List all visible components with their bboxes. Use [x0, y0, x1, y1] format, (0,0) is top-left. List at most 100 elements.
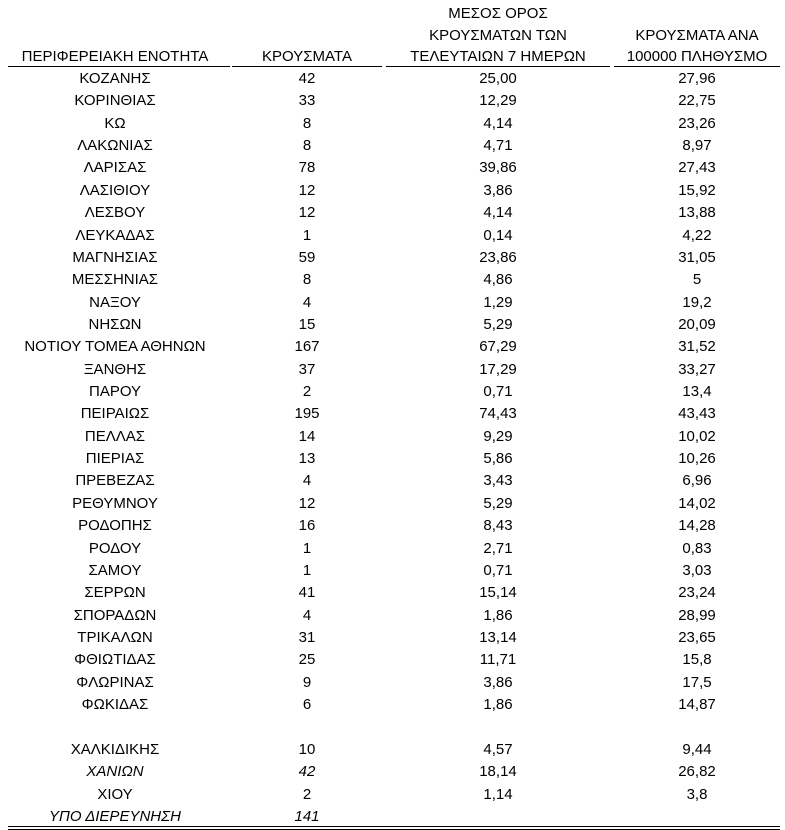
region-name: ΛΕΥΚΑΔΑΣ	[75, 226, 155, 244]
cell-value: 14,02	[678, 494, 716, 512]
cell-value: 8	[302, 137, 312, 155]
region-name: ΚΩ	[104, 114, 126, 132]
cell-value: 10,02	[678, 427, 716, 445]
cell-value: 0,83	[682, 539, 712, 557]
cell-value: 23,24	[678, 584, 716, 602]
cell-value: 16	[298, 517, 316, 535]
region-name: ΞΑΝΘΗΣ	[83, 360, 147, 378]
cell-value: 1,29	[483, 293, 513, 311]
cell-value: 26,82	[678, 763, 716, 781]
cell-value: 78	[298, 159, 316, 177]
cell-value: 37	[298, 360, 316, 378]
cell-value: 4,14	[483, 114, 513, 132]
cell-value: 167	[294, 338, 320, 356]
cell-value: 15,14	[479, 584, 517, 602]
cell-value: 12	[298, 494, 316, 512]
region-name: ΡΟΔΟΠΗΣ	[78, 517, 152, 535]
region-name: ΥΠΟ ΔΙΕΡΕΥΝΗΣΗ	[49, 807, 181, 825]
cell-value: 5	[692, 271, 702, 289]
cell-value: 42	[298, 763, 316, 781]
cell-value: 141	[294, 807, 320, 825]
cell-value: 13,14	[479, 629, 517, 646]
cell-value: 10	[298, 740, 316, 758]
cell-value: 195	[294, 405, 320, 423]
cell-value: 20,09	[678, 315, 716, 333]
cell-value: 17,29	[479, 360, 517, 378]
cell-value: 4,71	[483, 137, 513, 155]
cell-value: 13	[298, 450, 316, 468]
cell-value: 4,86	[483, 271, 513, 289]
cell-value: 19,2	[682, 293, 712, 311]
cell-value: 28,99	[678, 606, 716, 624]
region-name: ΡΕΘΥΜΝΟΥ	[72, 494, 158, 512]
cell-value: 67,29	[479, 338, 517, 356]
header-cell: ΚΡΟΥΣΜΑΤΩΝ ΤΩΝ	[429, 26, 567, 44]
cell-value: 13,88	[678, 204, 716, 222]
region-name: ΣΑΜΟΥ	[88, 561, 142, 579]
cell-value: 23,65	[678, 629, 716, 646]
cell-value: 8	[302, 114, 312, 132]
header-rule	[614, 66, 780, 67]
cell-value: 4	[302, 472, 312, 490]
cell-value: 41	[298, 584, 316, 602]
cell-value: 15	[298, 315, 316, 333]
cell-value: 13,4	[682, 383, 712, 401]
header-cell: ΚΡΟΥΣΜΑΤΑ	[262, 48, 352, 65]
region-name: ΜΑΓΝΗΣΙΑΣ	[72, 248, 158, 266]
cell-value: 25,00	[479, 70, 517, 87]
region-name: ΦΩΚΙΔΑΣ	[81, 696, 149, 714]
region-name: ΛΕΣΒΟΥ	[84, 204, 146, 222]
cell-value: 0,14	[483, 226, 513, 244]
header-cell: 100000 ΠΛΗΘΥΣΜΟ	[626, 48, 768, 65]
header-rule	[8, 66, 230, 67]
cell-value: 33	[298, 92, 316, 110]
cell-value: 8	[302, 271, 312, 289]
cell-value: 6	[302, 696, 312, 714]
cell-value: 15,8	[682, 651, 712, 669]
cell-value: 10,26	[678, 450, 716, 468]
cell-value: 23,26	[678, 114, 716, 132]
cell-value: 5,29	[483, 315, 513, 333]
cell-value: 2	[302, 785, 312, 803]
cell-value: 17,5	[682, 673, 712, 691]
region-name: ΣΕΡΡΩΝ	[84, 584, 146, 602]
cell-value: 3,43	[483, 472, 513, 490]
region-name: ΠΕΙΡΑΙΩΣ	[80, 405, 150, 423]
region-name: ΠΙΕΡΙΑΣ	[85, 450, 145, 468]
cell-value: 42	[298, 70, 316, 87]
cell-value: 3,03	[682, 561, 712, 579]
cell-value: 9,44	[682, 740, 712, 758]
cell-value: 31,05	[678, 248, 716, 266]
cell-value: 43,43	[678, 405, 716, 423]
cell-value: 4	[302, 293, 312, 311]
cell-value: 9	[302, 673, 312, 691]
header-cell: ΜΕΣΟΣ ΟΡΟΣ	[448, 5, 548, 22]
cell-value: 5,86	[483, 450, 513, 468]
cell-value: 22,75	[678, 92, 716, 110]
cell-value: 31	[298, 629, 316, 646]
header-rule	[232, 66, 382, 67]
cell-value: 12	[298, 204, 316, 222]
region-name: ΚΟΡΙΝΘΙΑΣ	[74, 92, 156, 110]
cell-value: 2	[302, 383, 312, 401]
cell-value: 1	[302, 539, 312, 557]
cell-value: 11,71	[479, 651, 517, 669]
cell-value: 27,96	[678, 70, 716, 87]
cell-value: 12,29	[479, 92, 517, 110]
region-name: ΡΟΔΟΥ	[88, 539, 142, 557]
region-name: ΤΡΙΚΑΛΩΝ	[77, 629, 153, 646]
cell-value: 1	[302, 561, 312, 579]
cell-value: 31,52	[678, 338, 716, 356]
cell-value: 33,27	[678, 360, 716, 378]
cell-value: 1	[302, 226, 312, 244]
bottom-rule	[8, 826, 780, 827]
cell-value: 0,71	[483, 561, 513, 579]
cell-value: 27,43	[678, 159, 716, 177]
region-name: ΠΕΛΛΑΣ	[84, 427, 146, 445]
cell-value: 3,86	[483, 673, 513, 691]
cell-value: 15,92	[678, 181, 716, 199]
cell-value: 4,22	[682, 226, 712, 244]
cell-value: 4	[302, 606, 312, 624]
cell-value: 18,14	[479, 763, 517, 781]
